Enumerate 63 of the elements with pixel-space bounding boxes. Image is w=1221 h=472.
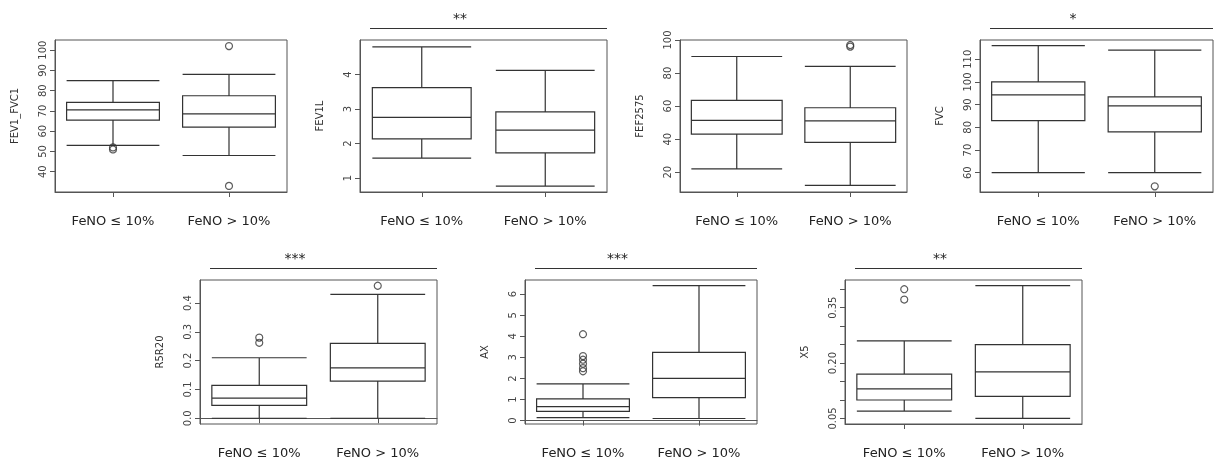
text: ** <box>453 10 467 26</box>
y-tick-label: 1 <box>341 174 353 182</box>
x-tick-label: FeNO ≤ 10% <box>71 213 155 228</box>
y-tick-label: 0.05 <box>826 407 838 430</box>
y-tick-label: 80 <box>961 120 973 134</box>
y-tick-label: 0.35 <box>826 296 838 319</box>
y-tick-label: 60 <box>961 166 973 180</box>
y-axis-title: FVC <box>933 106 945 126</box>
x-tick-label: FeNO ≤ 10% <box>996 213 1080 228</box>
y-tick-label: 100 <box>961 72 973 92</box>
y-tick-label: 60 <box>36 124 48 138</box>
y-axis-title: R5R20 <box>153 335 165 369</box>
x-tick-label: FeNO > 10% <box>336 445 420 460</box>
y-tick-label: 0.4 <box>181 295 193 311</box>
y-tick-label: 110 <box>961 49 973 69</box>
y-axis-title: AX <box>478 345 490 359</box>
x-tick-label: FeNO ≤ 10% <box>541 445 625 460</box>
y-axis-title: X5 <box>798 345 810 359</box>
x-tick-label: FeNO > 10% <box>187 213 271 228</box>
y-tick-label: 0.0 <box>181 410 193 427</box>
y-tick-label: 100 <box>661 30 673 50</box>
y-tick-label: 80 <box>36 84 48 98</box>
y-tick-label: 0 <box>506 417 518 424</box>
y-tick-label: 0.20 <box>826 351 838 375</box>
text: *** <box>284 250 306 266</box>
x-tick-label: FeNO ≤ 10% <box>695 213 779 228</box>
y-tick-label: 2 <box>341 140 353 147</box>
y-tick-label: 40 <box>36 165 48 179</box>
y-tick-label: 4 <box>341 71 353 78</box>
y-tick-label: 3 <box>341 105 353 113</box>
x-tick-label: FeNO ≤ 10% <box>380 213 464 228</box>
y-tick-label: 100 <box>36 40 48 60</box>
y-tick-label: 40 <box>661 132 673 146</box>
y-tick-label: 80 <box>661 66 673 80</box>
x-tick-label: FeNO > 10% <box>808 213 892 228</box>
y-tick-label: 1 <box>506 396 518 403</box>
y-tick-label: 60 <box>661 99 673 113</box>
x-tick-label: FeNO ≤ 10% <box>217 445 301 460</box>
y-tick-label: 20 <box>661 165 673 179</box>
y-tick-label: 6 <box>506 290 518 298</box>
x-tick-label: FeNO > 10% <box>981 445 1065 460</box>
y-tick-label: 90 <box>36 64 48 77</box>
x-tick-label: FeNO > 10% <box>503 213 587 228</box>
x-tick-label: FeNO > 10% <box>1113 213 1197 228</box>
y-tick-label: 4 <box>506 333 518 340</box>
y-tick-label: 0.2 <box>181 352 193 369</box>
y-tick-label: 3 <box>506 354 518 361</box>
text: *** <box>607 250 628 266</box>
text: * <box>1069 10 1077 26</box>
y-tick-label: 70 <box>961 143 973 157</box>
y-axis-title: FEF2575 <box>633 94 645 138</box>
y-axis-title: FEV1_FVC1 <box>8 87 21 145</box>
x-tick-label: FeNO > 10% <box>657 445 741 460</box>
y-tick-label: 90 <box>961 98 973 112</box>
y-tick-label: 70 <box>36 104 48 118</box>
y-tick-label: 0.1 <box>181 381 193 398</box>
y-tick-label: 0.3 <box>181 323 193 340</box>
x-tick-label: FeNO ≤ 10% <box>862 445 946 460</box>
y-tick-label: 2 <box>506 375 518 382</box>
y-axis-title: FEV1L <box>313 100 325 132</box>
y-tick-label: 5 <box>506 312 518 319</box>
text: ** <box>933 250 947 266</box>
y-tick-label: 50 <box>36 145 48 158</box>
